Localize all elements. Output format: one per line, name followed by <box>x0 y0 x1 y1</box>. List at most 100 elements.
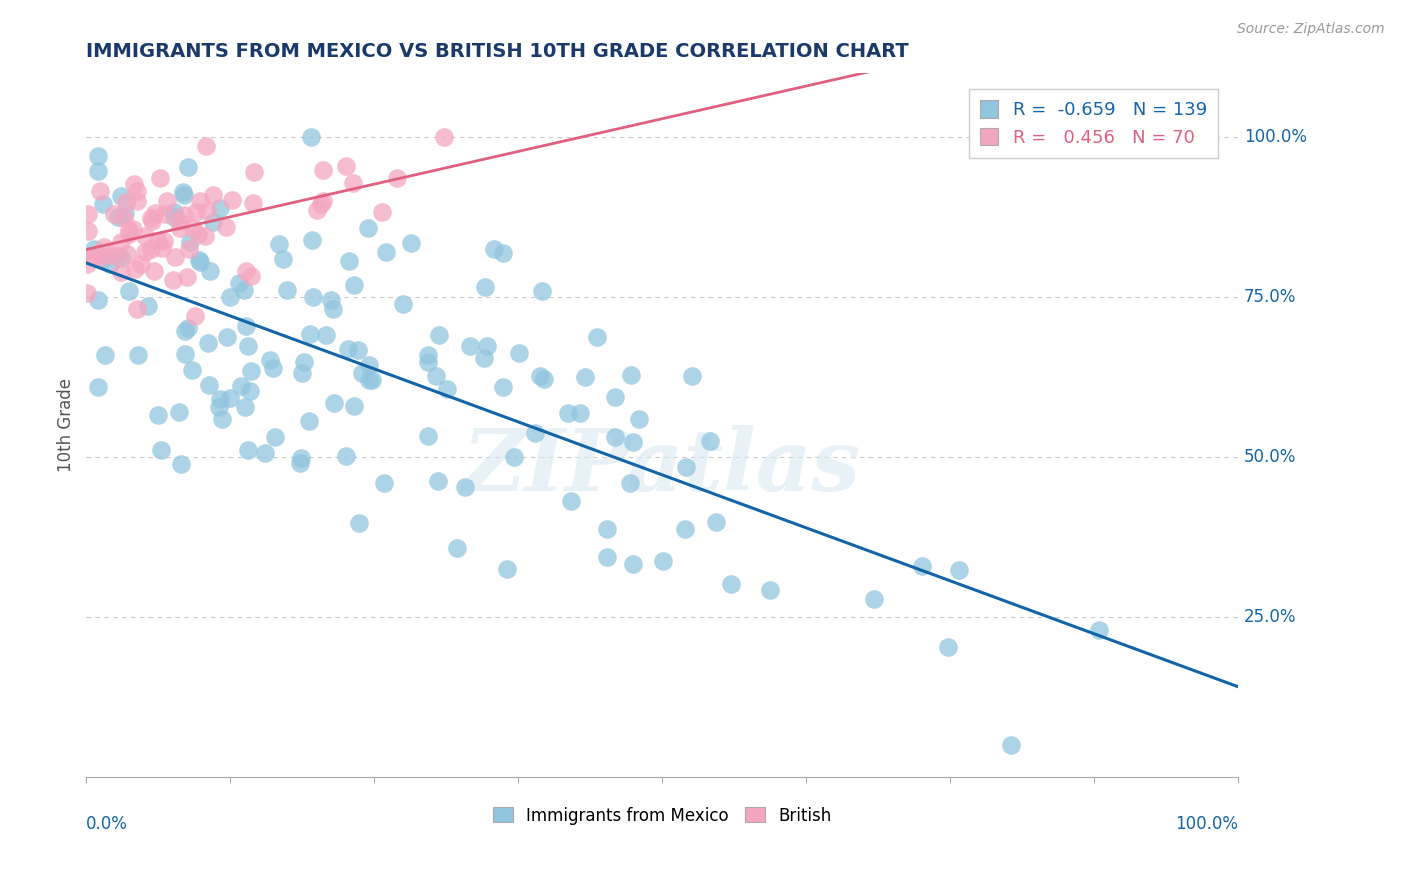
Point <box>91 252 114 266</box>
Point <box>110 235 132 249</box>
Point <box>312 194 335 208</box>
Point <box>359 358 381 372</box>
Point <box>343 277 366 292</box>
Point <box>474 279 496 293</box>
Point <box>240 364 263 378</box>
Point <box>163 210 186 224</box>
Point <box>557 406 579 420</box>
Point <box>89 250 111 264</box>
Point <box>238 443 260 458</box>
Text: 50.0%: 50.0% <box>1244 448 1296 466</box>
Point <box>122 177 145 191</box>
Point <box>242 195 264 210</box>
Text: 75.0%: 75.0% <box>1244 288 1296 306</box>
Point <box>117 247 139 261</box>
Point <box>315 327 337 342</box>
Point <box>619 475 641 490</box>
Point <box>335 449 357 463</box>
Text: 100.0%: 100.0% <box>1175 815 1239 833</box>
Point <box>76 224 98 238</box>
Point <box>936 640 959 654</box>
Point <box>302 290 325 304</box>
Point <box>342 177 364 191</box>
Point <box>139 211 162 226</box>
Point <box>385 170 408 185</box>
Point <box>492 245 515 260</box>
Point <box>427 475 450 489</box>
Point <box>523 426 546 441</box>
Point <box>208 201 231 215</box>
Point <box>574 370 596 384</box>
Text: 100.0%: 100.0% <box>1244 128 1308 146</box>
Point <box>492 380 515 394</box>
Point <box>568 407 591 421</box>
Point <box>269 236 291 251</box>
Point <box>114 206 136 220</box>
Point <box>276 283 298 297</box>
Point <box>322 301 344 316</box>
Point <box>356 221 378 235</box>
Point <box>179 242 201 256</box>
Point <box>117 223 139 237</box>
Point <box>146 409 169 423</box>
Point <box>596 522 619 536</box>
Point <box>239 384 262 398</box>
Y-axis label: 10th Grade: 10th Grade <box>58 378 75 472</box>
Point <box>290 456 312 470</box>
Point <box>110 251 132 265</box>
Point <box>298 414 321 428</box>
Point <box>188 194 211 209</box>
Point <box>181 220 204 235</box>
Point <box>187 227 209 242</box>
Point <box>127 302 149 317</box>
Point <box>228 277 250 291</box>
Point <box>299 130 322 145</box>
Point <box>136 299 159 313</box>
Point <box>97 248 120 262</box>
Point <box>401 235 423 250</box>
Point <box>238 339 260 353</box>
Point <box>142 264 165 278</box>
Point <box>454 480 477 494</box>
Point <box>98 257 121 271</box>
Point <box>235 318 257 333</box>
Point <box>127 194 149 208</box>
Point <box>143 206 166 220</box>
Point <box>863 592 886 607</box>
Point <box>127 348 149 362</box>
Point <box>202 215 225 229</box>
Point <box>219 391 242 405</box>
Point <box>336 342 359 356</box>
Point <box>105 249 128 263</box>
Point <box>179 235 201 249</box>
Point <box>911 559 934 574</box>
Point <box>337 253 360 268</box>
Point <box>254 446 277 460</box>
Point <box>720 577 742 591</box>
Point <box>433 130 456 145</box>
Point <box>209 392 232 406</box>
Point <box>373 475 395 490</box>
Point <box>446 541 468 555</box>
Point <box>167 214 190 228</box>
Point <box>112 211 135 225</box>
Point <box>233 400 256 414</box>
Point <box>141 214 163 228</box>
Point <box>1088 623 1111 637</box>
Point <box>208 400 231 414</box>
Text: Source: ZipAtlas.com: Source: ZipAtlas.com <box>1237 22 1385 37</box>
Point <box>103 207 125 221</box>
Point <box>335 159 357 173</box>
Text: 25.0%: 25.0% <box>1244 607 1296 626</box>
Point <box>307 202 329 217</box>
Point <box>76 207 98 221</box>
Point <box>89 184 111 198</box>
Point <box>416 355 439 369</box>
Point <box>621 557 644 571</box>
Point <box>357 373 380 387</box>
Point <box>299 327 322 342</box>
Point <box>177 320 200 334</box>
Point <box>93 240 115 254</box>
Point <box>416 429 439 443</box>
Point <box>374 245 396 260</box>
